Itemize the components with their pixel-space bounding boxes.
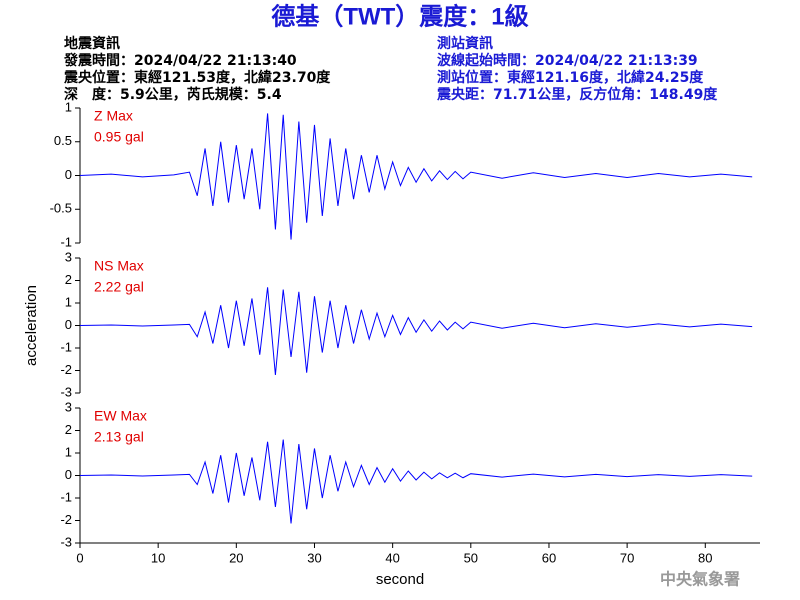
waveform [79, 287, 753, 376]
y-tick-label: 2 [65, 272, 72, 287]
x-tick-label: 60 [542, 550, 556, 565]
info-line: 測站資訊 [437, 35, 493, 52]
x-tick-label: 70 [620, 550, 634, 565]
y-tick-label: 0.5 [54, 133, 72, 148]
watermark: 中央氣象署 [660, 570, 740, 589]
y-tick-label: 3 [65, 249, 72, 264]
info-line: 測站位置：東經121.16度，北緯24.25度 [437, 69, 704, 86]
component-label: EW Max [94, 408, 147, 424]
x-tick-label: 40 [385, 550, 399, 565]
y-tick-label: 0 [65, 467, 72, 482]
max-label: 0.95 gal [94, 129, 144, 145]
x-tick-label: 20 [229, 550, 243, 565]
x-tick-label: 10 [151, 550, 165, 565]
y-tick-label: -3 [60, 384, 72, 399]
info-line: 地震資訊 [64, 35, 120, 52]
info-line: 深 度：5.9公里，芮氏規模：5.4 [64, 86, 282, 103]
y-tick-label: -0.5 [50, 201, 72, 216]
x-axis-label: second [376, 571, 424, 588]
y-tick-label: -1 [60, 489, 72, 504]
y-tick-label: 2 [65, 422, 72, 437]
component-label: NS Max [94, 258, 144, 274]
waveform [79, 439, 753, 524]
y-tick-label: 0 [65, 167, 72, 182]
y-tick-label: -1 [60, 234, 72, 249]
info-line: 震央距：71.71公里，反方位角：148.49度 [436, 86, 718, 103]
x-tick-label: 80 [698, 550, 712, 565]
info-line: 發震時間：2024/04/22 21:13:40 [63, 52, 297, 69]
x-tick-label: 50 [464, 550, 478, 565]
y-tick-label: -2 [60, 362, 72, 377]
info-line: 震央位置：東經121.53度，北緯23.70度 [63, 69, 331, 86]
component-label: Z Max [94, 108, 133, 124]
chart-title: 德基（TWT）震度：1級 [271, 2, 528, 30]
info-line: 波線起始時間：2024/04/22 21:13:39 [437, 52, 698, 69]
y-tick-label: -1 [60, 339, 72, 354]
y-tick-label: 3 [65, 399, 72, 414]
y-axis-label: acceleration [23, 285, 40, 366]
x-tick-label: 30 [307, 550, 321, 565]
y-tick-label: 1 [65, 99, 72, 114]
y-tick-label: -3 [60, 534, 72, 549]
waveform [79, 113, 753, 240]
y-tick-label: 1 [65, 294, 72, 309]
max-label: 2.22 gal [94, 279, 144, 295]
y-tick-label: 0 [65, 317, 72, 332]
max-label: 2.13 gal [94, 429, 144, 445]
y-tick-label: -2 [60, 512, 72, 527]
y-tick-label: 1 [65, 444, 72, 459]
x-tick-label: 0 [76, 550, 83, 565]
